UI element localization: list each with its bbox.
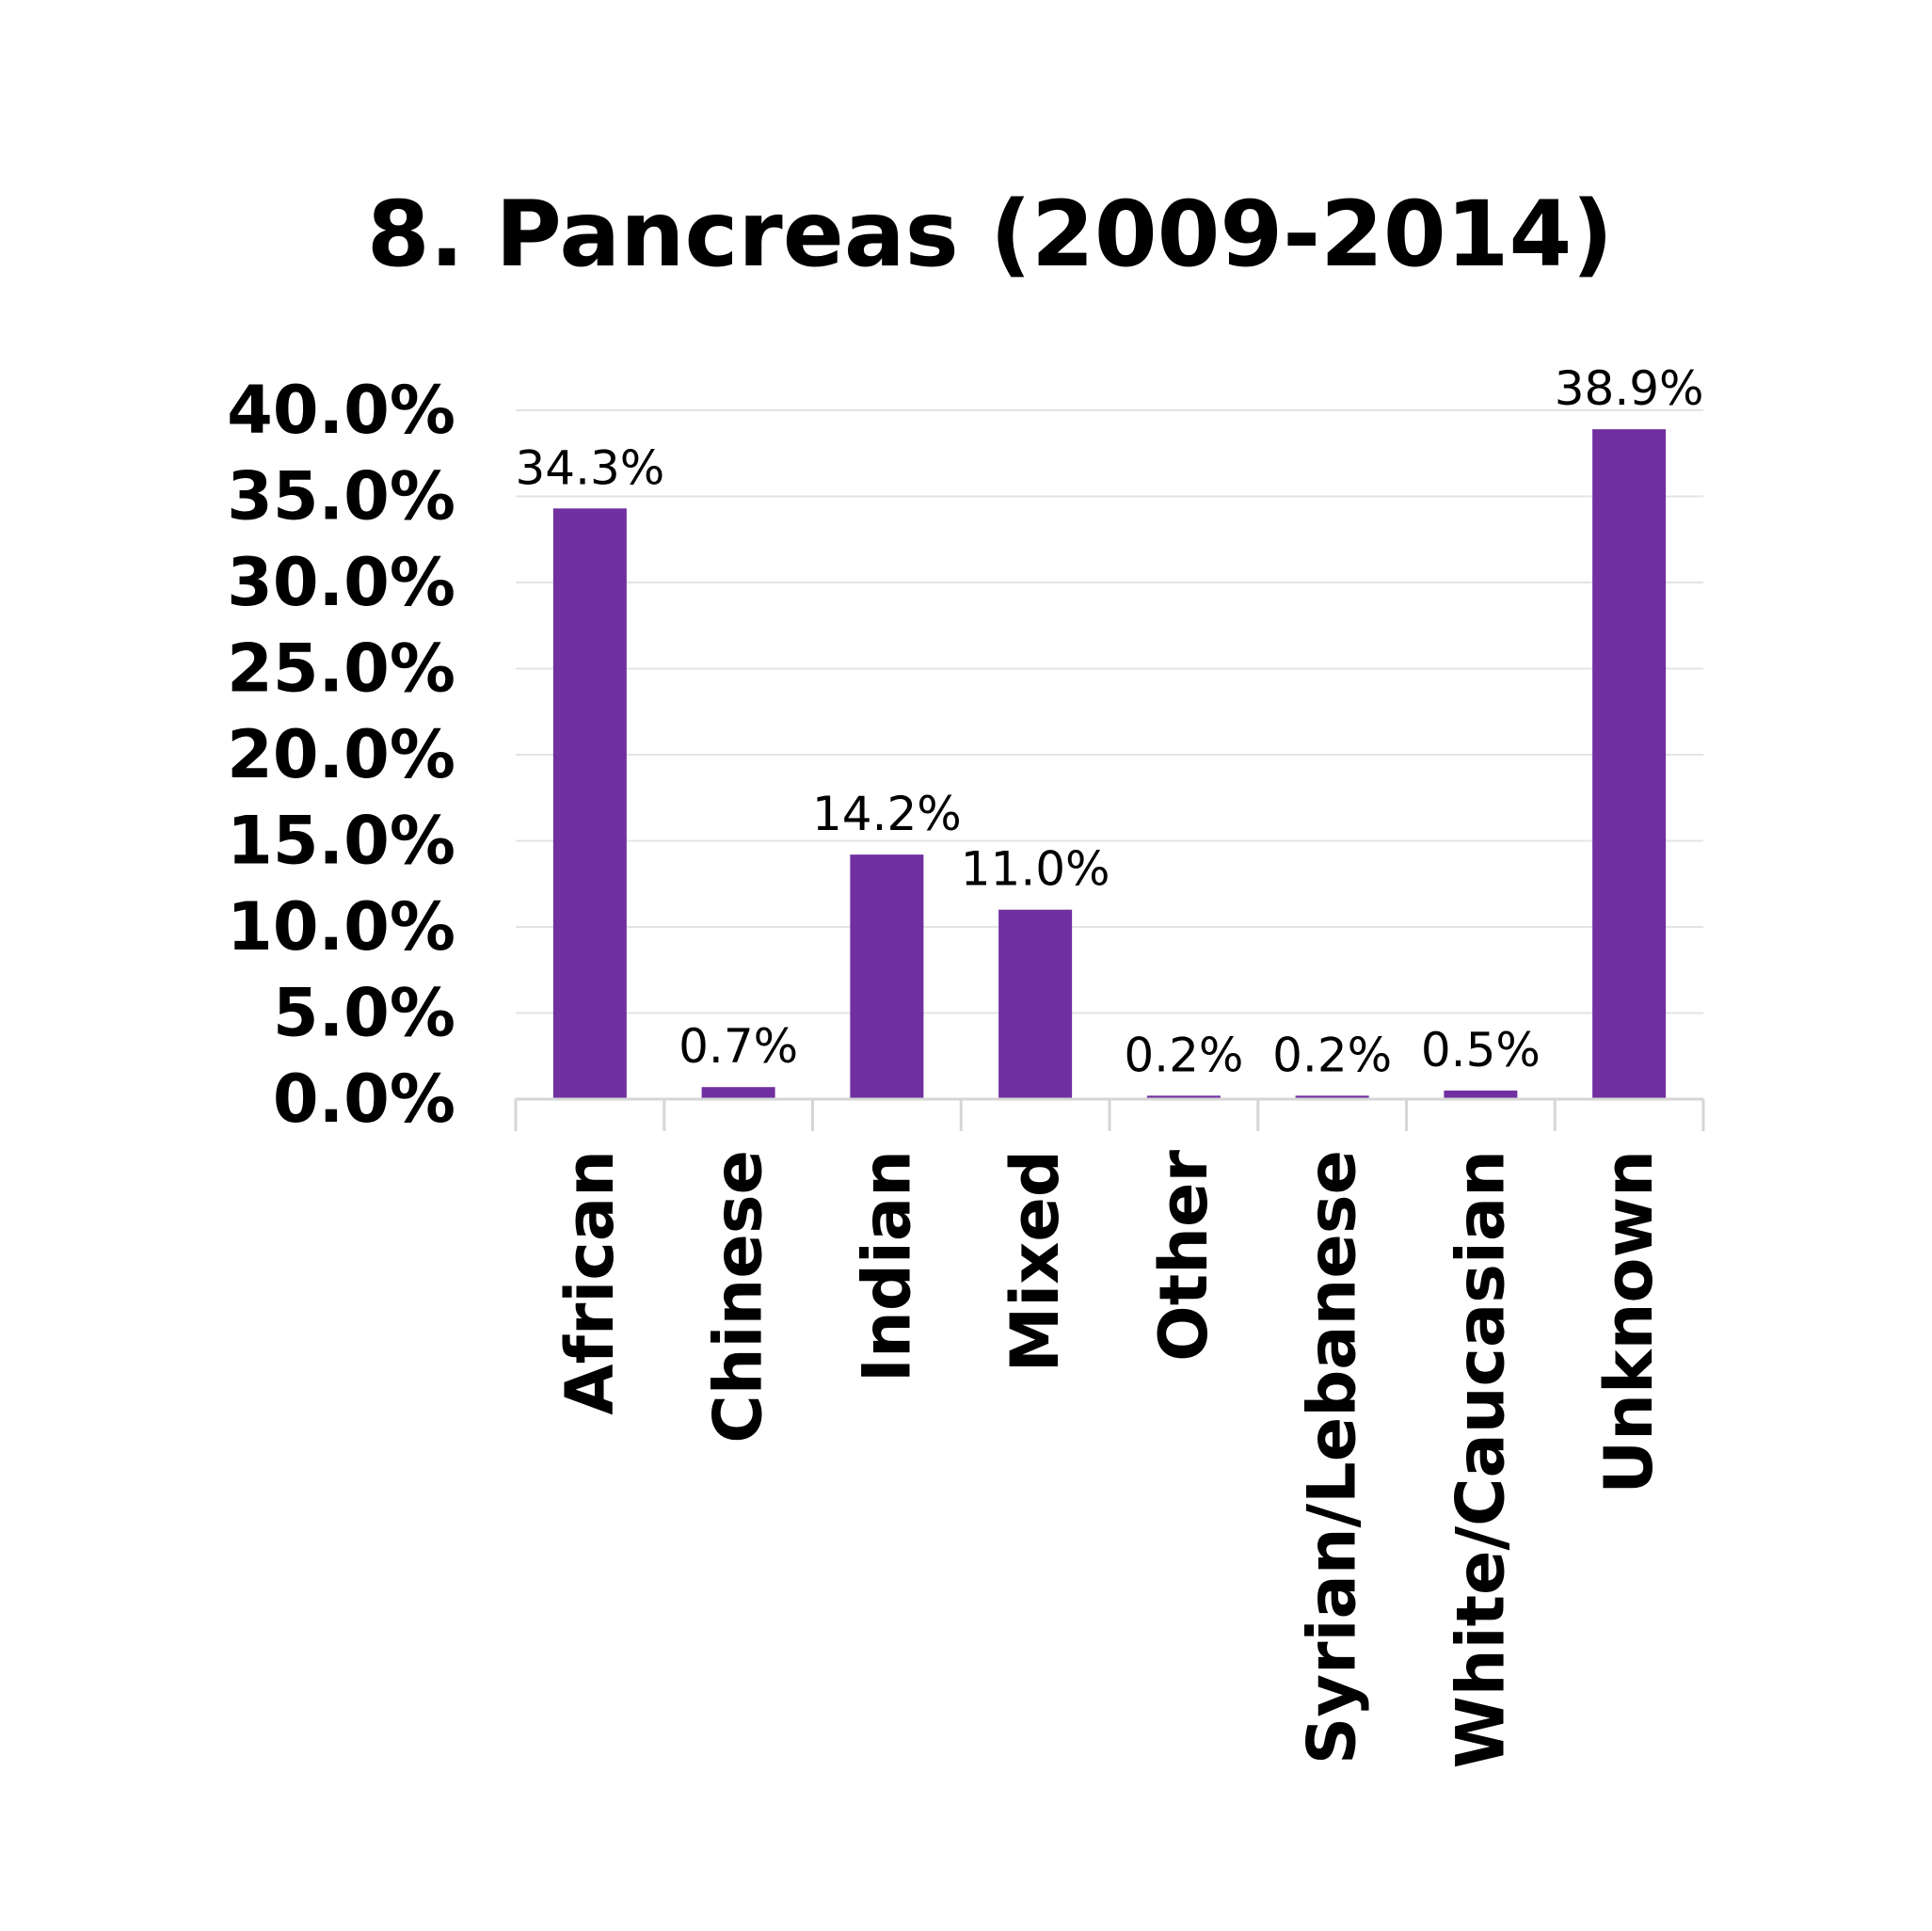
x-axis bbox=[514, 1097, 1705, 1131]
bar bbox=[1295, 1095, 1369, 1099]
chart-title: 8. Pancreas (2009-2014) bbox=[367, 182, 1613, 287]
bar bbox=[998, 909, 1073, 1099]
bar bbox=[850, 854, 924, 1099]
data-label: 11.0% bbox=[961, 842, 1110, 897]
data-labels: 34.3% 0.7% 14.2%11.0% 0.2% 0.2% 0.5% 38.9% bbox=[515, 361, 1703, 1082]
x-tick-label: Mixed bbox=[997, 1150, 1074, 1372]
y-tick-label: 35.0% bbox=[227, 458, 455, 535]
x-tick-label: Syrian/Lebanese bbox=[1294, 1150, 1371, 1764]
y-tick-label: 30.0% bbox=[227, 544, 455, 621]
y-tick-label: 15.0% bbox=[227, 803, 455, 880]
x-tick-label: African bbox=[551, 1150, 629, 1415]
data-label: 34.3% bbox=[515, 440, 664, 495]
gridlines bbox=[516, 409, 1703, 1014]
bar bbox=[552, 508, 627, 1099]
y-tick-label: 10.0% bbox=[227, 888, 455, 966]
bar bbox=[701, 1087, 775, 1099]
bars bbox=[552, 429, 1667, 1099]
data-label: 0.2% bbox=[1272, 1028, 1392, 1082]
x-axis-tick-labels: African Chinese Indian Mixed Other Syrian/Leb… bbox=[551, 1150, 1668, 1769]
x-tick-label: Indian bbox=[848, 1150, 925, 1382]
data-label: 14.2% bbox=[812, 787, 962, 841]
data-label: 0.7% bbox=[679, 1019, 798, 1074]
data-label: 0.2% bbox=[1124, 1028, 1243, 1082]
y-tick-label: 0.0% bbox=[273, 1061, 455, 1138]
x-tick-label: White/Caucasian bbox=[1442, 1150, 1519, 1768]
y-tick-label: 25.0% bbox=[227, 630, 455, 708]
y-tick-label: 40.0% bbox=[227, 372, 455, 449]
data-label: 0.5% bbox=[1421, 1023, 1541, 1077]
x-tick-label: Unknown bbox=[1590, 1150, 1668, 1494]
y-axis-tick-labels: 0.0% 5.0% 10.0% 15.0% 20.0% 25.0% 30.0% 35.0% 40… bbox=[227, 372, 455, 1138]
x-tick-label: Other bbox=[1145, 1150, 1222, 1362]
bar bbox=[1592, 429, 1667, 1099]
bar bbox=[1146, 1095, 1221, 1099]
y-tick-label: 20.0% bbox=[227, 716, 455, 793]
y-tick-label: 5.0% bbox=[273, 975, 455, 1052]
data-label: 38.9% bbox=[1555, 361, 1704, 416]
bar bbox=[1444, 1090, 1518, 1099]
x-tick-label: Chinese bbox=[700, 1150, 777, 1444]
